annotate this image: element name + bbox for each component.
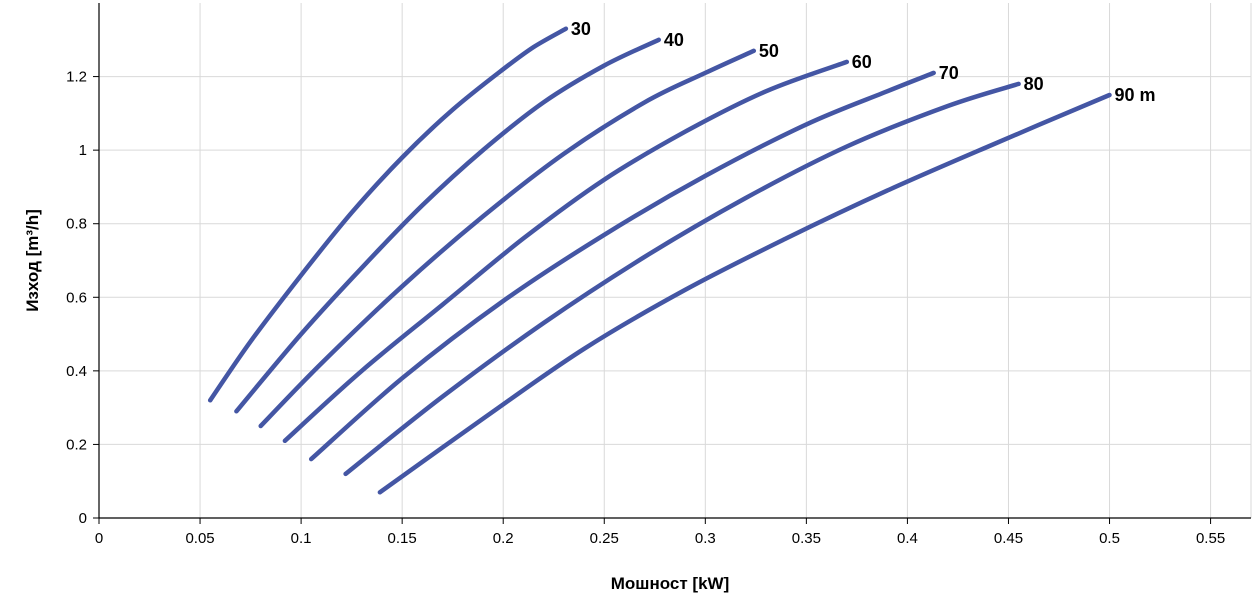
x-tick-label: 0.35 [792, 530, 821, 547]
y-tick-label: 0.2 [66, 436, 87, 453]
y-tick-label: 0 [79, 510, 87, 527]
x-tick-label: 0.05 [185, 530, 214, 547]
x-axis-title: Мошност [kW] [611, 574, 729, 593]
curves [207, 26, 1112, 495]
series-label: 70 [939, 63, 959, 83]
y-tick-label: 0.8 [66, 216, 87, 233]
y-axis-title: Изход [m³/h] [23, 209, 42, 312]
ticks: 0 0.05 0.1 0.15 0.2 0.25 0.3 0.35 0.4 0.45 0.5 0.55… [66, 69, 1225, 547]
y-tick-label: 1 [79, 142, 87, 159]
x-tick-label: 0.1 [291, 530, 312, 547]
grid [99, 3, 1252, 518]
x-tick-label: 0.4 [897, 530, 918, 547]
x-tick-label: 0.55 [1196, 530, 1225, 547]
x-tick-label: 0.3 [695, 530, 716, 547]
series-line-50 [258, 48, 757, 429]
x-tick-label: 0.45 [994, 530, 1023, 547]
axes [98, 3, 1251, 519]
series-line-90-m [377, 92, 1112, 495]
series-label: 80 [1024, 74, 1044, 94]
series-label: 60 [852, 52, 872, 72]
series-line-80 [343, 81, 1021, 477]
x-tick-label: 0 [95, 530, 103, 547]
x-tick-label: 0.25 [590, 530, 619, 547]
x-tick-label: 0.5 [1099, 530, 1120, 547]
series-label: 30 [571, 19, 591, 39]
series-label: 40 [664, 30, 684, 50]
y-tick-label: 0.4 [66, 363, 87, 380]
series-line-60 [282, 59, 850, 444]
series-line-40 [234, 37, 662, 414]
series-line-30 [207, 26, 569, 403]
x-tick-label: 0.15 [388, 530, 417, 547]
y-tick-label: 0.6 [66, 289, 87, 306]
series-line-70 [308, 70, 936, 462]
y-tick-label: 1.2 [66, 69, 87, 86]
series-label: 90 m [1115, 85, 1156, 105]
x-tick-label: 0.2 [493, 530, 514, 547]
series-labels: 30 40 50 60 70 80 90 m [571, 19, 1156, 105]
series-label: 50 [759, 41, 779, 61]
